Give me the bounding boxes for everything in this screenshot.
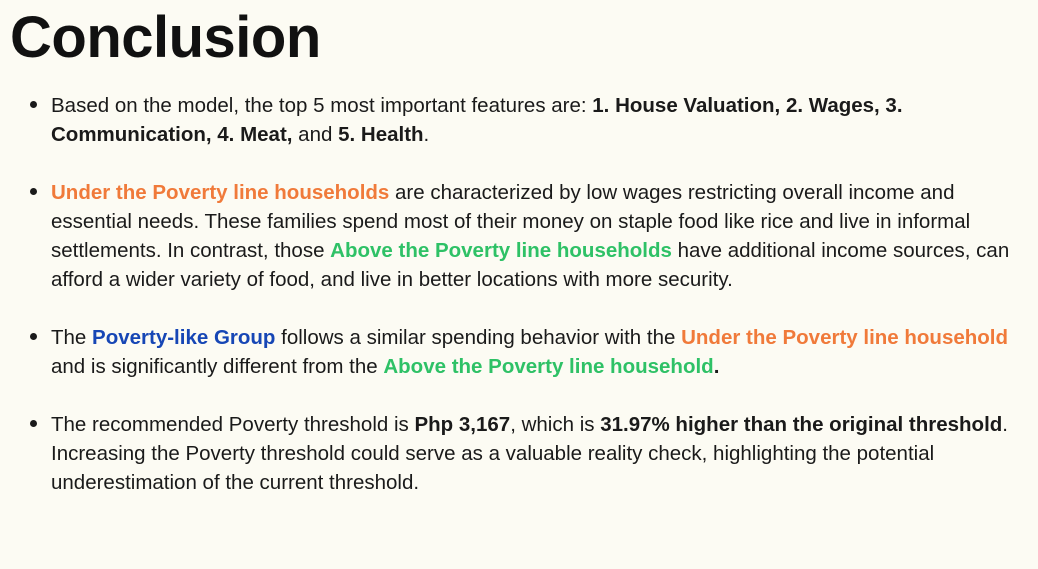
bullet-text: follows a similar spending behavior with… — [275, 326, 682, 349]
bullet-text: The recommended Poverty threshold is — [51, 413, 415, 436]
bullet-text: and — [292, 123, 339, 146]
bullet-highlight: 5. Health — [338, 123, 424, 146]
bullet-text: . Increasing the Poverty threshold could… — [51, 413, 1008, 494]
bullet-text: have additional income sources, can affo… — [51, 239, 1010, 291]
conclusion-bullet: The recommended Poverty threshold is Php… — [30, 410, 1030, 497]
bullet-highlight: . — [713, 355, 720, 378]
bullet-highlight: 31.97% higher than the original threshol… — [600, 413, 1003, 436]
bullet-highlight: Above the Poverty line household — [383, 355, 714, 378]
conclusion-bullet: The Poverty-like Group follows a similar… — [30, 323, 1030, 381]
conclusion-list: Based on the model, the top 5 most impor… — [30, 91, 1030, 497]
bullet-highlight: Php 3,167 — [414, 413, 511, 436]
bullet-dot-icon — [30, 420, 37, 427]
bullet-text: , which is — [510, 413, 601, 436]
bullet-highlight: Under the Poverty line households — [51, 181, 390, 204]
bullet-dot-icon — [30, 101, 37, 108]
bullet-text: are characterized by low wages restricti… — [51, 181, 971, 262]
conclusion-bullet: Based on the model, the top 5 most impor… — [30, 91, 1030, 149]
bullet-text: . — [423, 123, 430, 146]
page-title: Conclusion — [10, 5, 321, 70]
bullet-highlight: Poverty-like Group — [92, 326, 276, 349]
bullet-dot-icon — [30, 188, 37, 195]
bullet-highlight: 1. House Valuation, 2. Wages, 3. Communi… — [51, 94, 903, 146]
bullet-text: Based on the model, the top 5 most impor… — [51, 94, 593, 117]
bullet-text: The — [51, 326, 93, 349]
conclusion-bullet: Under the Poverty line households are ch… — [30, 178, 1030, 294]
bullet-dot-icon — [30, 333, 37, 340]
bullet-text: and is significantly different from the — [51, 355, 384, 378]
bullet-highlight: Above the Poverty line households — [330, 239, 672, 262]
bullet-highlight: Under the Poverty line household — [681, 326, 1009, 349]
